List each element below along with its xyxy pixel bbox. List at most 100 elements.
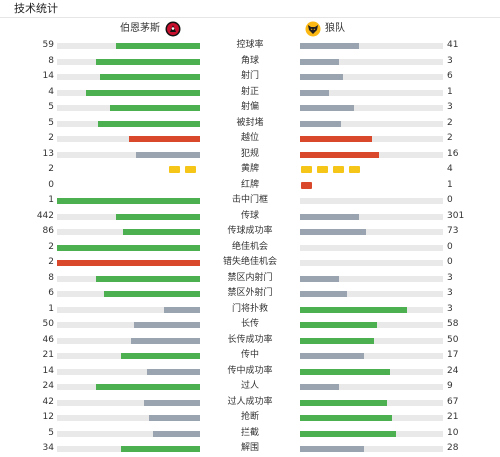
home-stat-track [57,89,200,96]
home-stat-value: 12 [42,412,54,422]
away-stat-bar [300,430,396,437]
away-stat-value: 6 [447,71,453,81]
away-stat-value: 1 [447,179,453,190]
home-stat-value: 86 [42,226,54,236]
home-stat-bar [95,384,200,390]
home-stat-value: 24 [42,381,54,391]
away-team-name: 狼队 [325,23,345,34]
home-stat-bar [134,322,200,328]
away-stat-track [300,446,443,452]
away-stat-bar [300,105,355,111]
stat-row: 59 控球率 41 [0,38,500,54]
home-stat-value: 5 [48,117,54,128]
away-stat-track [300,291,443,297]
away-stat-bar [300,120,342,127]
stat-label: 传中成功率 [227,365,273,376]
home-stat-track [57,399,200,406]
page-title: 技术统计 [14,2,58,15]
stat-row: 0 红牌 1 [0,178,500,194]
home-stat-value: 1 [48,195,54,205]
stat-row: 2 绝佳机会 0 [0,240,500,256]
away-team: 狼队 [305,21,345,37]
away-stat-track [300,74,443,80]
stat-label: 禁区外射门 [227,288,273,298]
yellow-card-icon [185,166,196,173]
away-stat-value: 24 [447,365,459,376]
home-stat-value: 14 [42,71,54,81]
away-stat-bar [300,399,388,406]
home-stat-value: 442 [36,210,54,221]
away-stat-bar [300,415,392,421]
away-stat-track [300,368,443,375]
stat-row: 42 过人成功率 67 [0,395,500,411]
home-stat-value: 1 [48,303,54,314]
stat-label: 禁区内射门 [227,272,273,283]
home-stat-track [57,213,200,220]
away-stat-bar [300,306,408,313]
away-stat-bar [300,337,375,344]
stat-label: 解围 [240,443,259,453]
stat-label: 错失绝佳机会 [222,257,277,267]
away-stat-value: 3 [447,288,453,298]
stat-label: 传球 [240,210,259,221]
home-stat-bar [95,275,200,282]
stat-label: 长传 [240,319,259,329]
away-stat-value: 3 [447,303,453,314]
yellow-card-icon [169,166,180,173]
stat-label: 门将扑救 [231,303,268,314]
away-stat-bar [300,291,348,297]
away-stat-value: 1 [447,86,453,97]
home-stat-bar [121,446,200,452]
away-stat-bar [300,446,365,452]
home-stat-value: 2 [48,133,54,143]
home-stat-track [57,415,200,421]
away-stat-track [300,306,443,313]
home-stat-track [57,384,200,390]
home-stat-bar [95,58,200,65]
stat-row: 8 禁区内射门 3 [0,271,500,287]
home-stat-track [57,446,200,452]
away-stat-bar [300,74,343,80]
away-stat-track [300,322,443,328]
home-stat-value: 59 [42,40,54,50]
home-stat-track [57,136,200,142]
home-stat-track [57,337,200,344]
stat-row: 34 解围 28 [0,441,500,457]
away-stat-value: 0 [447,257,453,267]
home-stat-bar [109,105,200,111]
stat-label: 击中门框 [231,195,268,205]
away-stat-track [300,58,443,65]
stat-label: 传球成功率 [227,226,273,236]
stat-row: 4 射正 1 [0,85,500,101]
stat-row: 14 射门 6 [0,69,500,85]
stat-label: 黄牌 [240,164,259,174]
home-stat-bar [131,337,200,344]
stat-row: 2 错失绝佳机会 0 [0,255,500,271]
away-cards [301,166,360,174]
home-stat-track [57,105,200,111]
stat-label: 过人成功率 [227,396,273,407]
stat-label: 拦截 [240,427,259,438]
away-stat-track [300,136,443,142]
stat-label: 长传成功率 [227,334,273,345]
home-stat-value: 8 [48,55,54,66]
stat-row: 1 门将扑救 3 [0,302,500,318]
stat-label: 传中 [240,350,259,360]
away-stat-value: 67 [447,396,459,407]
home-stat-bar [135,151,200,158]
home-stat-value: 13 [42,148,54,159]
away-stat-track [300,151,443,158]
stat-label: 红牌 [240,179,259,190]
home-stat-track [57,353,200,359]
away-stat-value: 21 [447,412,459,422]
home-stat-bar [121,353,200,359]
home-stat-bar [148,415,200,421]
away-stat-track [300,430,443,437]
home-stat-track [57,322,200,328]
away-stat-value: 41 [447,40,459,50]
wolves-crest-icon [305,21,321,37]
away-stat-track [300,89,443,96]
stat-row: 46 长传成功率 50 [0,333,500,349]
away-stat-track [300,399,443,406]
away-cards [301,181,312,190]
